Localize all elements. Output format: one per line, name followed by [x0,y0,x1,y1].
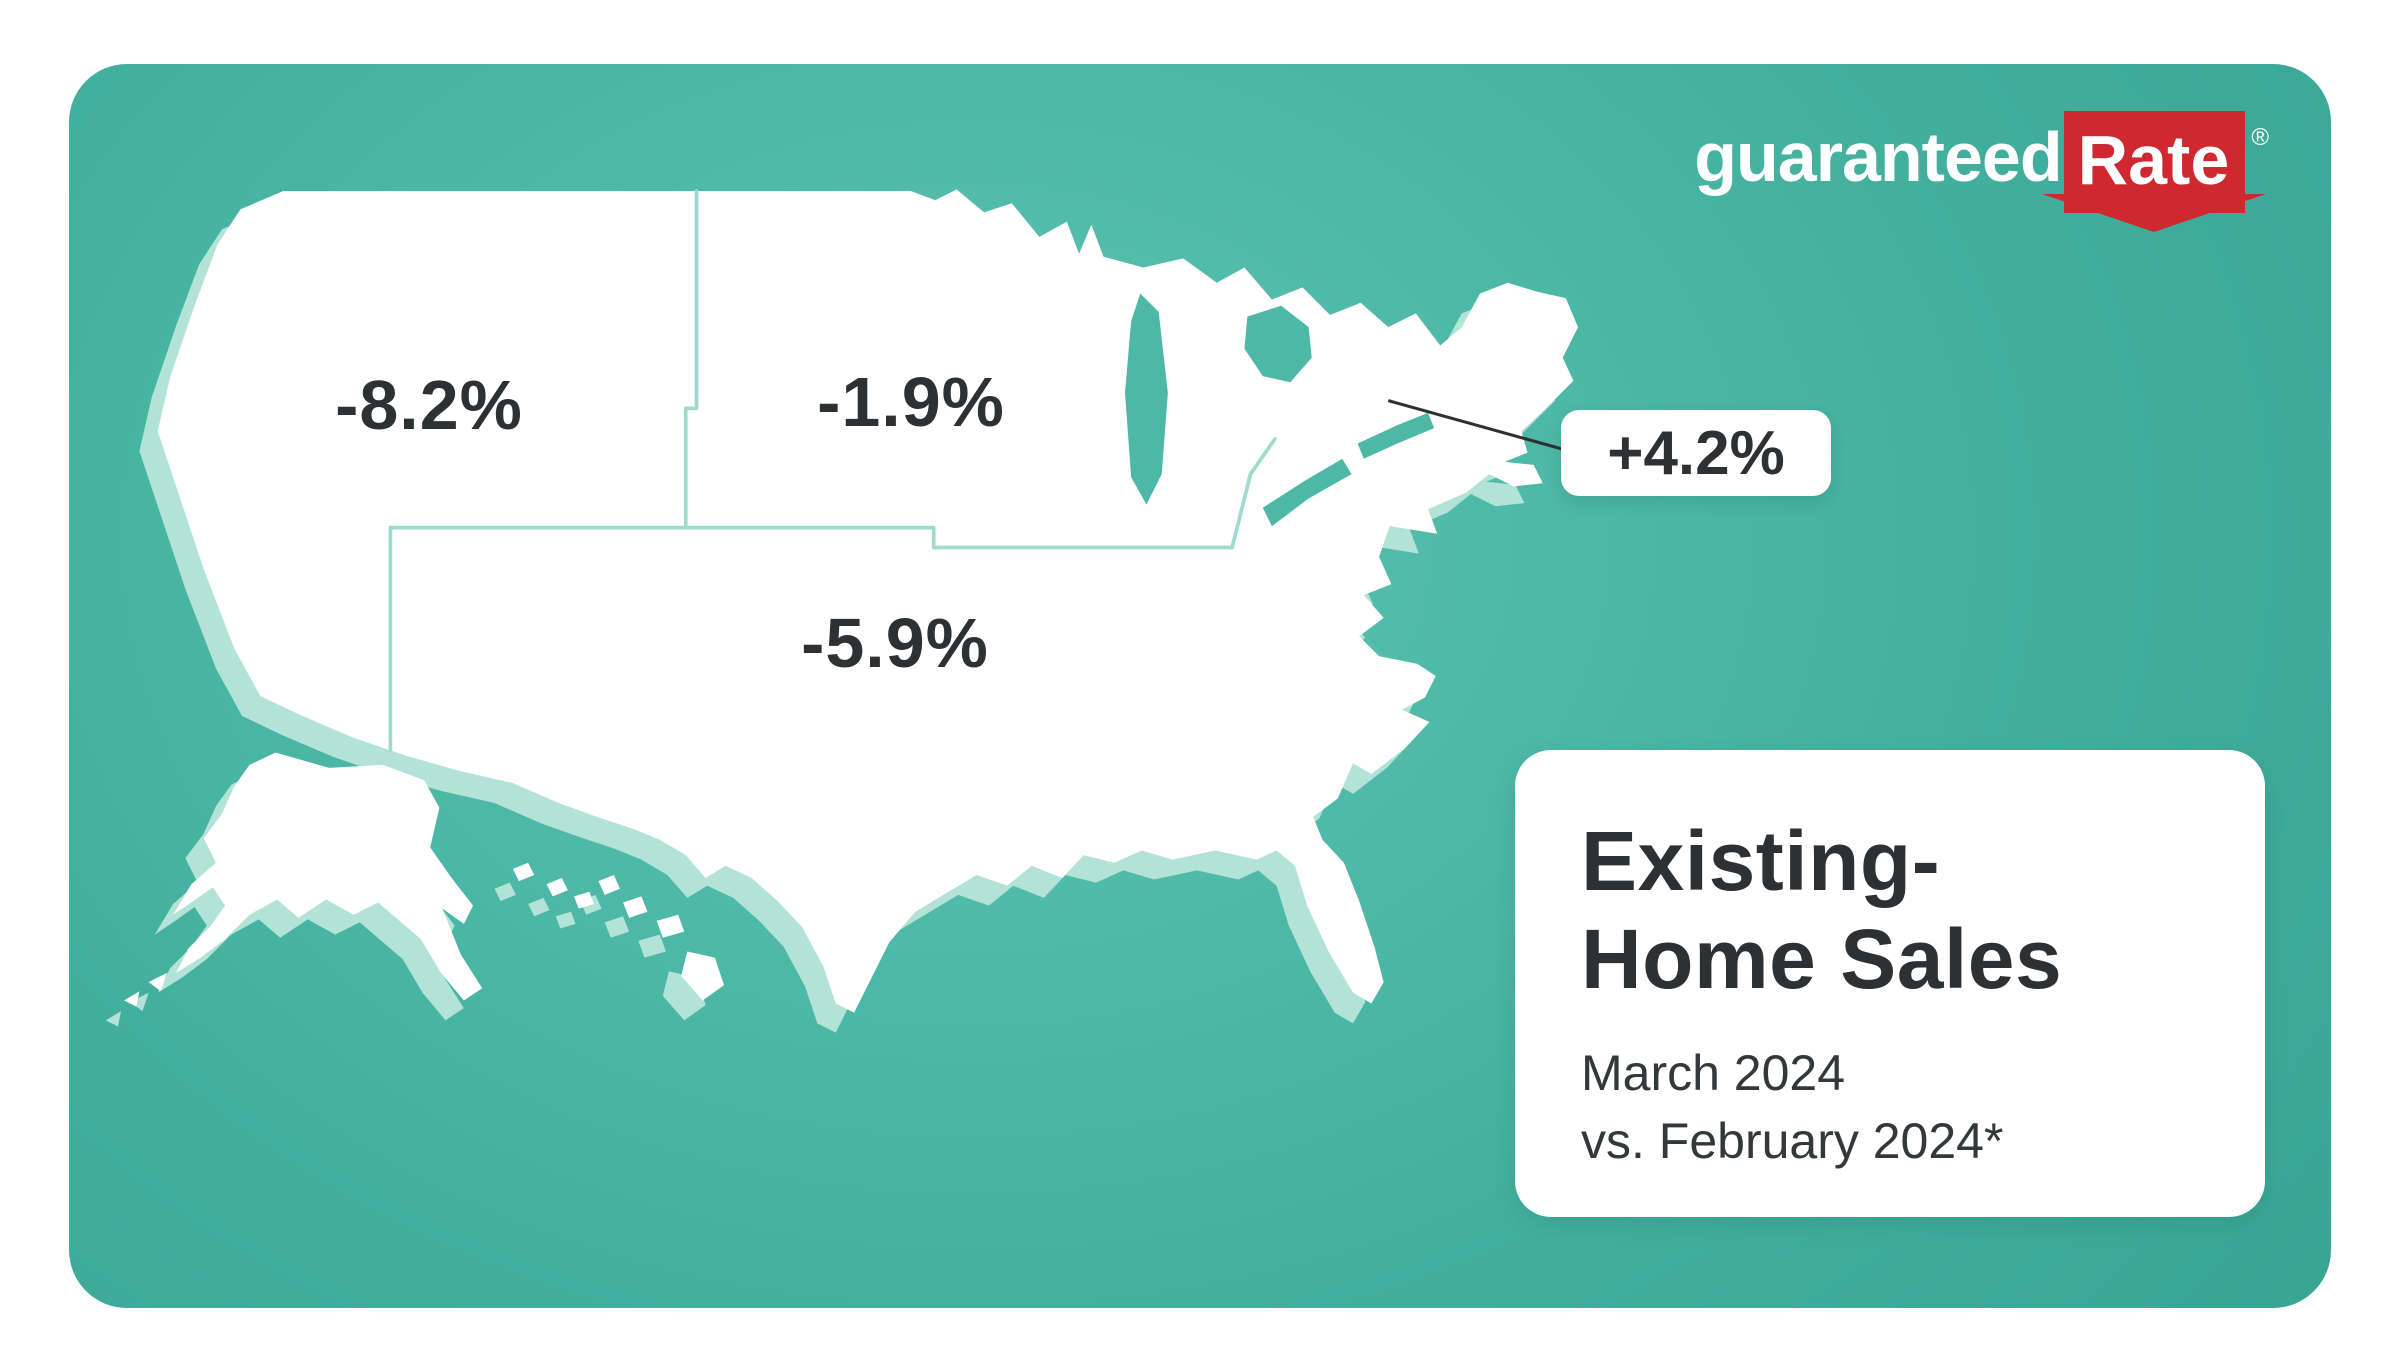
region-west-value: -8.2% [335,366,523,444]
logo-text-guaranteed: guaranteed [1694,118,2062,196]
subtitle-line-1: March 2024 [1581,1044,1846,1101]
hawaii-island [512,862,535,882]
logo-text-rate: Rate [2063,111,2246,213]
hawaii-big-island [681,951,725,1001]
contiguous-us-shape [157,189,1579,1013]
hawaii-island [598,874,620,895]
region-northeast-value: +4.2% [1607,418,1785,488]
lake-ontario [1357,412,1435,459]
teal-canvas: -8.2% -1.9% -5.9% +4.2% guaranteed Rate … [69,64,2331,1308]
info-card: Existing- Home Sales March 2024 vs. Febr… [1515,750,2265,1217]
hawaii-island [623,896,648,918]
map-landmass [124,189,1579,1013]
lake-michigan [1125,293,1168,505]
hawaii-island [574,891,594,909]
region-south-value: -5.9% [801,604,989,682]
subtitle-line-2: vs. February 2024* [1581,1112,2004,1169]
great-lakes [1125,293,1435,527]
northeast-callout-bubble: +4.2% [1561,410,1831,496]
hawaii-island [546,878,568,897]
title-line-1: Existing- [1581,814,1941,908]
callout-pointer-line [1387,399,1565,452]
region-borders [388,189,1277,753]
alaska-islet [124,991,140,1007]
midwest-northeast-border [1230,437,1277,550]
hawaii-island [656,914,685,938]
registered-trademark-symbol: ® [2251,124,2269,151]
info-card-subtitle: March 2024 vs. February 2024* [1581,1039,2209,1175]
alaska-shape [173,752,483,1001]
logo-rate-badge: Rate [2042,111,2267,232]
midwest-south-border [388,525,1234,550]
title-line-2: Home Sales [1581,912,2063,1007]
alaska-islet [148,972,167,992]
info-card-title: Existing- Home Sales [1581,812,2209,1009]
us-map [105,189,1579,1033]
brand-logo: guaranteed Rate ® [1694,111,2269,232]
lake-huron [1244,305,1312,383]
west-midwest-border [683,189,699,530]
region-midwest-value: -1.9% [817,363,1005,441]
lake-erie [1262,458,1352,527]
